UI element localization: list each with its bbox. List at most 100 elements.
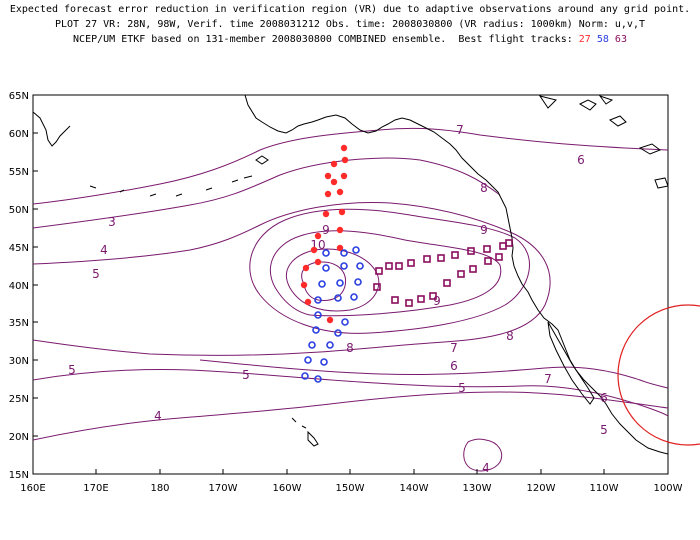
contour-lines	[33, 127, 668, 472]
flight-track-point	[391, 296, 399, 304]
lon-label: 170E	[83, 483, 108, 494]
lon-label: 120W	[527, 483, 556, 494]
coastline-arctic-islands	[538, 95, 614, 109]
flight-track-point	[322, 264, 330, 272]
flight-track-point	[318, 280, 326, 288]
flight-track-point	[405, 299, 413, 307]
lat-label: 15N	[9, 470, 29, 481]
flight-track-point	[330, 178, 338, 186]
contour-label: 5	[92, 267, 100, 281]
flight-track-point	[336, 226, 344, 234]
flight-track-point	[301, 372, 309, 380]
lon-label: 180	[150, 483, 169, 494]
lon-label: 160E	[20, 483, 45, 494]
coastline-aleutians	[89, 175, 253, 197]
contour-line	[249, 208, 530, 334]
flight-track-point	[354, 278, 362, 286]
header-line-3-text: NCEP/UM ETKF based on 131-member 2008030…	[73, 34, 573, 45]
flight-track-point	[336, 279, 344, 287]
flight-track-point	[395, 262, 403, 270]
coastline-russia-east	[33, 111, 71, 147]
flight-track-point	[356, 262, 364, 270]
contour-label: 4	[154, 409, 162, 423]
flight-track-point	[429, 292, 437, 300]
flight-track-point	[451, 251, 459, 259]
header-line-3: NCEP/UM ETKF based on 131-member 2008030…	[0, 32, 700, 47]
coastline-islands-ne	[578, 99, 668, 189]
contour-line	[285, 248, 380, 312]
flight-track-point	[484, 257, 492, 265]
lat-label: 55N	[9, 167, 29, 178]
flight-track-point	[330, 160, 338, 168]
flight-track-point	[340, 144, 348, 152]
flight-track-point	[312, 326, 320, 334]
flight-track-point	[352, 246, 360, 254]
flight-id-red: 27	[578, 34, 591, 45]
flight-track-point	[457, 270, 465, 278]
flight-track-point	[314, 375, 322, 383]
flight-track-point	[341, 318, 349, 326]
contour-line	[33, 127, 668, 205]
lat-label: 65N	[9, 91, 29, 102]
flight-track-point	[326, 341, 334, 349]
lat-label: 30N	[9, 356, 29, 367]
flight-track-point	[483, 245, 491, 253]
flight-track-point	[304, 298, 312, 306]
lon-label: 160W	[273, 483, 302, 494]
flight-track-point	[340, 262, 348, 270]
flight-track-point	[336, 188, 344, 196]
lat-label: 50N	[9, 205, 29, 216]
contour-label: 8	[506, 329, 514, 343]
flight-track-point	[341, 156, 349, 164]
longitude-labels: 160E 170E 180 170W 160W 150W 140W 130W 1…	[20, 483, 682, 494]
lon-label: 130W	[463, 483, 492, 494]
contour-line	[33, 202, 551, 356]
flight-track-point	[304, 356, 312, 364]
flight-track-point	[423, 255, 431, 263]
flight-track-point	[495, 253, 503, 261]
coastline	[33, 95, 668, 455]
coastline-baja	[547, 321, 595, 405]
flight-track-point	[443, 279, 451, 287]
contour-label: 9	[433, 294, 441, 308]
lon-label: 170W	[209, 483, 238, 494]
flight-id-purple: 63	[614, 34, 627, 45]
flight-track-point	[322, 249, 330, 257]
contour-label: 8	[346, 341, 354, 355]
contour-label: 4	[482, 461, 490, 475]
flight-track-point	[469, 265, 477, 273]
flight-track-point	[314, 232, 322, 240]
flight-track-point	[407, 259, 415, 267]
contour-label: 7	[450, 341, 458, 355]
lat-label: 45N	[9, 243, 29, 254]
flight-track-point	[340, 249, 348, 257]
flight-id-blue: 58	[596, 34, 609, 45]
lon-label: 150W	[336, 483, 365, 494]
flight-track-point	[375, 267, 383, 275]
lat-label: 35N	[9, 318, 29, 329]
contour-label: 5	[68, 363, 76, 377]
contour-label: 9	[480, 223, 488, 237]
contour-label: 7	[456, 123, 464, 137]
contour-labels: 3 4 5 5 5 4 4 5 5 6 6 7 7 7 8 8 8 9 9 9 …	[68, 123, 608, 475]
flight-track-point	[302, 264, 310, 272]
flight-track-point	[505, 239, 513, 247]
flight-track-point	[314, 258, 322, 266]
coastline-kodiak	[255, 155, 269, 165]
flight-track-point	[334, 294, 342, 302]
contour-label: 9	[322, 223, 330, 237]
flight-track-point	[437, 254, 445, 262]
header-line-2: PLOT 27 VR: 28N, 98W, Verif. time 200803…	[54, 19, 645, 30]
flight-track-point	[324, 190, 332, 198]
flight-track-point	[300, 281, 308, 289]
flight-track-point	[334, 329, 342, 337]
plot-header: Expected forecast error reduction in ver…	[0, 2, 700, 47]
contour-label: 5	[242, 368, 250, 382]
contour-label: 6	[600, 391, 608, 405]
contour-line	[33, 157, 501, 229]
lon-label: 100W	[654, 483, 683, 494]
contour-label: 3	[108, 215, 116, 229]
flight-track-point	[322, 210, 330, 218]
flight-track-point	[373, 283, 381, 291]
